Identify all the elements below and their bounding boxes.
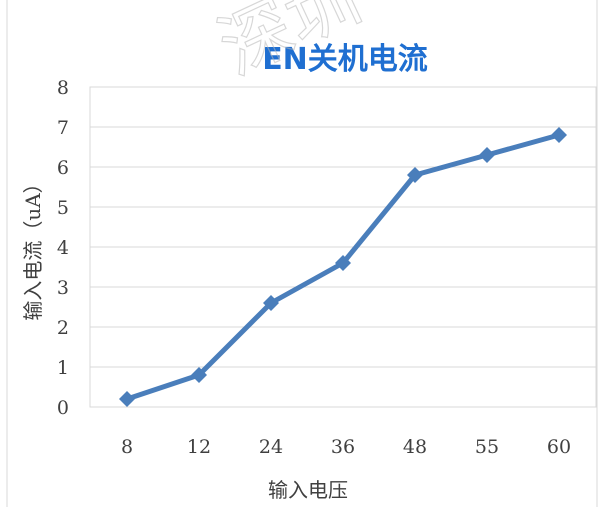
data-point-marker bbox=[191, 367, 207, 383]
data-point-marker bbox=[407, 167, 423, 183]
chart-title: EN关机电流 bbox=[262, 42, 428, 77]
plot-area bbox=[89, 86, 597, 408]
gridlines bbox=[90, 126, 596, 368]
x-tick-label: 24 bbox=[259, 436, 283, 458]
x-tick-label: 48 bbox=[403, 436, 427, 458]
y-tick-label: 8 bbox=[57, 77, 69, 99]
x-axis-ticks: 8 12 24 36 48 55 60 bbox=[121, 436, 571, 458]
y-axis-title: 输入电流（uA） bbox=[21, 173, 45, 320]
x-tick-label: 55 bbox=[475, 436, 499, 458]
y-tick-label: 2 bbox=[57, 317, 69, 339]
x-axis-title: 输入电压 bbox=[268, 478, 348, 502]
y-tick-label: 7 bbox=[57, 117, 69, 139]
y-tick-label: 1 bbox=[57, 357, 69, 379]
data-point-marker bbox=[479, 147, 495, 163]
x-tick-label: 8 bbox=[121, 436, 133, 458]
x-tick-label: 12 bbox=[187, 436, 211, 458]
y-axis-ticks: 0 1 2 3 4 5 6 7 8 bbox=[57, 77, 69, 419]
data-point-marker bbox=[551, 127, 567, 143]
x-tick-label: 60 bbox=[547, 436, 571, 458]
x-tick-label: 36 bbox=[331, 436, 355, 458]
data-point-marker bbox=[263, 295, 279, 311]
y-tick-label: 6 bbox=[57, 157, 69, 179]
data-point-marker bbox=[335, 255, 351, 271]
y-tick-label: 5 bbox=[57, 197, 69, 219]
y-tick-label: 3 bbox=[57, 277, 69, 299]
y-tick-label: 4 bbox=[57, 237, 69, 259]
data-point-marker bbox=[119, 391, 135, 407]
series-line bbox=[119, 127, 567, 407]
y-tick-label: 0 bbox=[57, 397, 69, 419]
